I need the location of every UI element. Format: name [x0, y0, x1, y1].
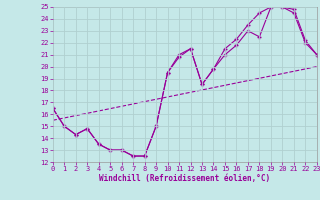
X-axis label: Windchill (Refroidissement éolien,°C): Windchill (Refroidissement éolien,°C)	[99, 174, 270, 183]
